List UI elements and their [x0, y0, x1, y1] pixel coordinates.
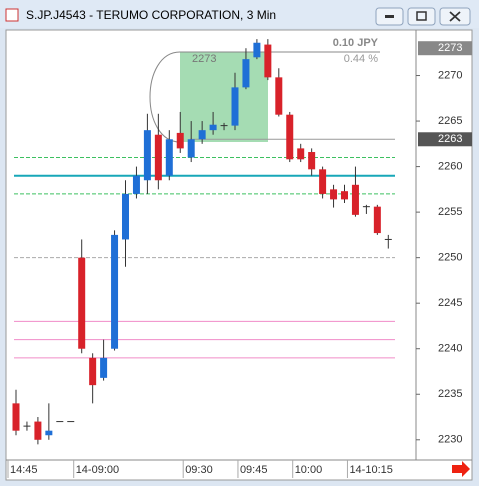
candle-body — [362, 206, 370, 208]
y-tick-label: 2250 — [438, 252, 462, 264]
candle-body — [231, 87, 239, 126]
candle-body — [143, 130, 151, 181]
measure-curve — [149, 51, 181, 143]
annotation-change: 0.10 JPY — [333, 37, 379, 49]
candle-body — [12, 403, 20, 431]
x-tick-label: 14-09:00 — [76, 464, 119, 476]
candle-body — [384, 238, 392, 240]
maximize-button[interactable] — [407, 7, 436, 26]
candle-body — [154, 134, 162, 181]
candle-body — [89, 357, 97, 386]
candle-body — [253, 42, 261, 58]
candle-body — [220, 125, 228, 127]
app-icon — [5, 8, 19, 22]
y-tick-label: 2255 — [438, 206, 462, 218]
candle-body — [297, 148, 305, 160]
price-label: 2263 — [438, 133, 462, 145]
candle-body — [78, 257, 86, 349]
x-tick-label: 14:45 — [10, 464, 38, 476]
candle-body — [56, 421, 64, 423]
y-tick-label: 2245 — [438, 297, 462, 309]
candle-body — [165, 139, 173, 176]
candle-body — [67, 421, 75, 423]
candle-body — [341, 191, 348, 200]
y-tick-label: 2265 — [438, 115, 462, 127]
candle-body — [319, 169, 327, 194]
candle-body — [100, 357, 108, 378]
y-tick-label: 2235 — [438, 388, 462, 400]
x-tick-label: 10:00 — [295, 464, 323, 476]
x-tick-label: 09:30 — [185, 464, 213, 476]
candle-body — [286, 114, 294, 160]
x-tick-label: 09:45 — [240, 464, 268, 476]
candle-body — [187, 139, 195, 158]
scroll-arrow[interactable] — [452, 461, 470, 477]
maximize-icon — [416, 11, 427, 21]
window-title: S.JP.J4543 - TERUMO CORPORATION, 3 Min — [26, 8, 276, 22]
candle-body — [45, 430, 53, 436]
candle-body — [351, 184, 359, 215]
candle-body — [111, 234, 119, 349]
candle-body — [242, 59, 250, 88]
candle-body — [209, 124, 217, 131]
candle-body — [308, 152, 316, 170]
y-tick-label: 2240 — [438, 343, 462, 355]
close-icon — [449, 11, 461, 22]
candle-body — [373, 206, 381, 234]
annotation-change-pct: 0.44 % — [344, 53, 378, 65]
candle-body — [34, 421, 42, 440]
candle-body — [23, 425, 31, 427]
minimize-icon — [385, 15, 394, 18]
price-label-box — [418, 41, 472, 56]
x-tick-label: 14-10:15 — [349, 464, 392, 476]
y-tick-label: 2230 — [438, 434, 462, 446]
price-label-box — [418, 132, 472, 147]
candle-body — [176, 132, 184, 149]
candle-body — [132, 175, 140, 194]
candle-body — [198, 130, 206, 140]
candle-body — [275, 77, 283, 115]
annotation-price: 2273 — [192, 53, 216, 65]
candle-body — [330, 189, 338, 200]
candle-body — [264, 44, 272, 78]
y-tick-label: 2260 — [438, 161, 462, 173]
price-label: 2273 — [438, 42, 462, 54]
y-tick-label: 2270 — [438, 69, 462, 81]
candle-body — [122, 193, 129, 240]
